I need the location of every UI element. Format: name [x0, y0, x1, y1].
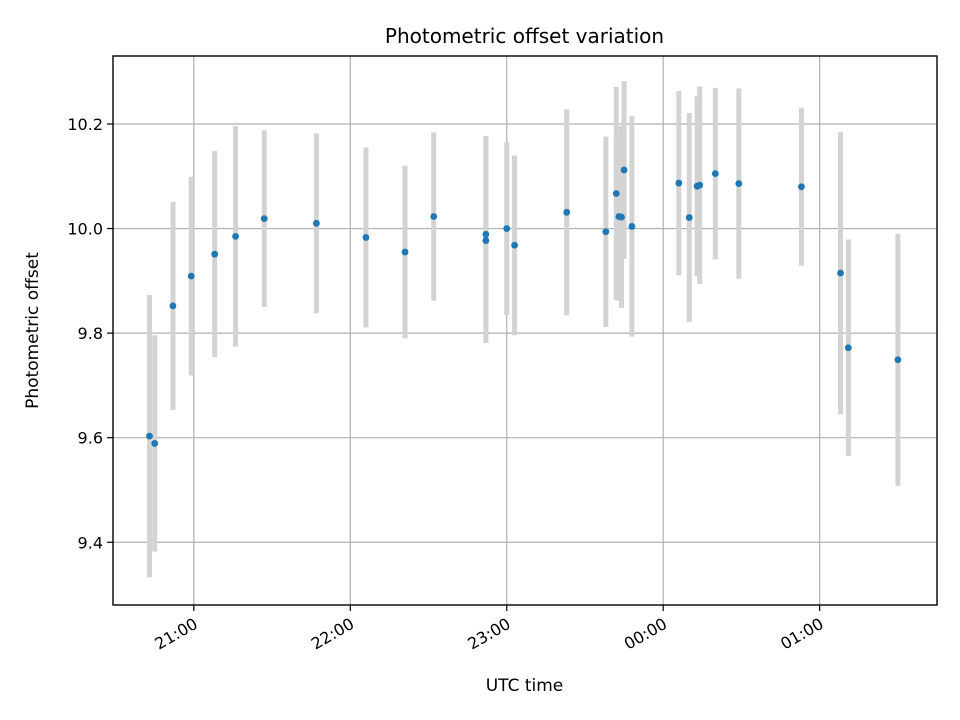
data-point [211, 250, 219, 258]
data-point [844, 344, 852, 352]
grid-layer [113, 56, 937, 605]
y-tick-label: 9.6 [78, 429, 103, 448]
data-point [711, 170, 719, 178]
data-point [685, 214, 693, 221]
y-tick-label: 9.4 [78, 533, 103, 552]
data-point [620, 166, 628, 174]
data-point [894, 356, 902, 364]
data-point [482, 237, 490, 244]
data-point [430, 213, 438, 220]
y-axis-title: Photometric offset [23, 252, 43, 409]
data-point [735, 180, 743, 187]
data-point [618, 213, 625, 221]
data-point [563, 208, 571, 216]
chart-title: Photometric offset variation [385, 24, 664, 48]
data-point [675, 179, 683, 187]
data-point [312, 219, 320, 227]
data-point [696, 181, 704, 189]
plot-frame [112, 55, 938, 606]
y-tick-label: 10.2 [67, 115, 103, 134]
data-point [612, 190, 620, 197]
y-tick-label: 9.8 [78, 324, 103, 343]
data-point [503, 225, 511, 232]
data-point [602, 228, 610, 236]
data-point [798, 183, 805, 191]
data-point [362, 234, 370, 241]
data-point [837, 269, 844, 277]
data-point [232, 232, 239, 240]
data-point [260, 215, 268, 223]
data-point-layer [146, 166, 902, 447]
data-point [482, 230, 490, 238]
data-point [169, 302, 177, 310]
data-point [628, 223, 636, 230]
x-axis-title: UTC time [486, 676, 564, 696]
data-point [401, 248, 409, 256]
y-tick-label: 10.0 [67, 220, 103, 239]
data-point [146, 432, 153, 440]
data-point [151, 440, 159, 447]
data-point [187, 272, 195, 280]
data-point [511, 241, 518, 249]
